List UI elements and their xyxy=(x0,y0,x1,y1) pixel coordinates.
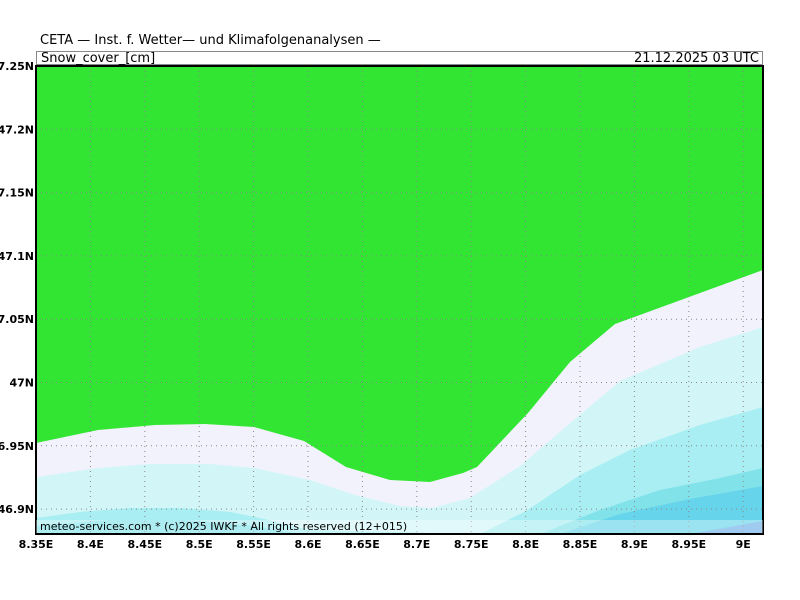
y-tick-label: 47N xyxy=(9,377,34,390)
x-axis-ticks: 8.35E 8.4E 8.45E 8.5E 8.55E 8.6E 8.65E 8.7E 8.75… xyxy=(19,538,751,551)
x-tick-label: 8.75E xyxy=(454,538,489,551)
y-axis-ticks: 47.25N 47.2N 47.15N 47.1N 47.05N 47N 46.95N 46.… xyxy=(0,60,34,516)
x-tick-label: 8.6E xyxy=(294,538,321,551)
x-tick-label: 8.4E xyxy=(77,538,104,551)
fill-snow-free xyxy=(36,66,763,482)
plot-frame xyxy=(35,65,764,535)
x-tick-label: 8.7E xyxy=(403,538,430,551)
x-tick-label: 8.95E xyxy=(671,538,706,551)
valid-time-label: 21.12.2025 03 UTC xyxy=(633,51,759,66)
variable-label: Snow_cover_[cm] xyxy=(41,51,156,66)
x-tick-label: 9E xyxy=(736,538,751,551)
x-tick-label: 8.65E xyxy=(345,538,380,551)
header-bar: Snow_cover_[cm] 21.12.2025 03 UTC xyxy=(36,51,763,66)
y-tick-label: 47.1N xyxy=(0,250,34,263)
fill-level6 xyxy=(690,521,763,534)
copyright-footer: meteo-services.com * (c)2025 IWKF * All … xyxy=(40,520,407,533)
x-tick-label: 8.55E xyxy=(236,538,271,551)
fill-level3 xyxy=(36,407,763,534)
x-tick-label: 8.5E xyxy=(186,538,213,551)
fill-level5 xyxy=(560,486,763,534)
y-tick-label: 47.2N xyxy=(0,123,34,136)
x-tick-label: 8.85E xyxy=(563,538,598,551)
x-tick-label: 8.8E xyxy=(512,538,539,551)
chart-title: CETA — Inst. f. Wetter— und Klimafolgena… xyxy=(40,33,381,48)
y-tick-label: 47.15N xyxy=(0,187,34,200)
y-tick-label: 46.9N xyxy=(0,503,34,516)
contour-fills xyxy=(36,66,763,534)
y-tick-label: 46.95N xyxy=(0,440,34,453)
footer-band xyxy=(36,520,763,533)
x-tick-label: 8.45E xyxy=(127,538,162,551)
fill-level4 xyxy=(36,468,763,534)
y-tick-label: 47.05N xyxy=(0,313,34,326)
x-tick-label: 8.9E xyxy=(621,538,648,551)
grid-lines xyxy=(36,66,763,534)
x-tick-label: 8.35E xyxy=(19,538,54,551)
y-tick-label: 47.25N xyxy=(0,60,34,73)
